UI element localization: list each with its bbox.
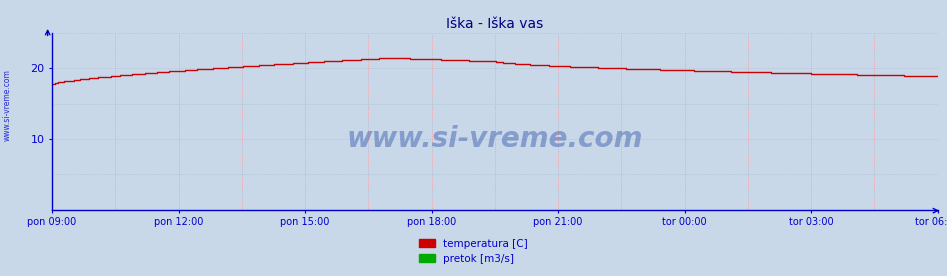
- Legend: temperatura [C], pretok [m3/s]: temperatura [C], pretok [m3/s]: [415, 235, 532, 268]
- Text: www.si-vreme.com: www.si-vreme.com: [347, 125, 643, 153]
- Title: Iška - Iška vas: Iška - Iška vas: [446, 17, 544, 31]
- Text: www.si-vreme.com: www.si-vreme.com: [3, 69, 12, 141]
